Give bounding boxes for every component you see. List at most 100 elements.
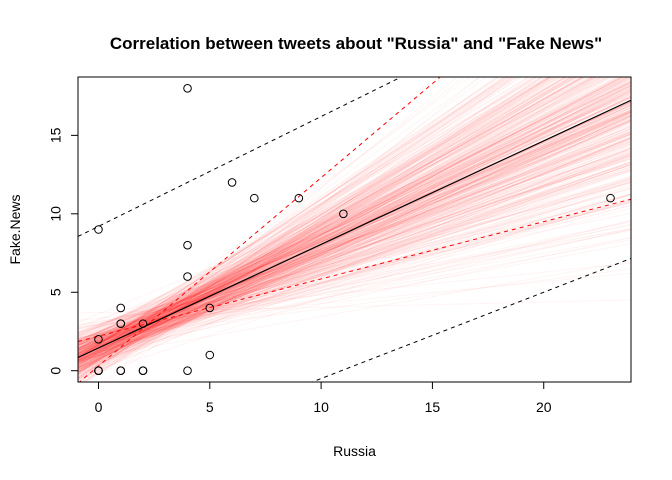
posterior-line — [78, 77, 608, 369]
posterior-line — [78, 299, 631, 314]
posterior-line — [78, 77, 561, 355]
posterior-line — [78, 126, 631, 333]
data-point — [183, 366, 192, 376]
posterior-line — [78, 77, 572, 367]
posterior-line — [78, 88, 631, 368]
posterior-line — [78, 130, 631, 348]
posterior-line — [78, 117, 631, 359]
posterior-line — [78, 97, 631, 350]
posterior-line — [78, 77, 597, 369]
posterior-line — [78, 133, 631, 346]
posterior-line — [78, 77, 594, 373]
fit-line — [78, 99, 631, 359]
posterior-line — [78, 120, 631, 365]
posterior-line — [78, 118, 631, 379]
posterior-line — [78, 77, 624, 360]
posterior-line — [78, 77, 550, 364]
posterior-line — [78, 85, 631, 352]
y-tick-label: 10 — [48, 206, 64, 222]
posterior-line — [78, 77, 595, 338]
posterior-line — [78, 77, 571, 378]
y-tick-label: 5 — [48, 288, 64, 296]
posterior-line — [78, 139, 631, 356]
posterior-line — [78, 88, 631, 342]
posterior-line — [78, 77, 546, 361]
posterior-line — [78, 77, 609, 368]
posterior-line — [78, 185, 631, 359]
posterior-line — [78, 77, 573, 346]
posterior-line — [78, 120, 631, 369]
posterior-line — [78, 128, 631, 368]
posterior-line — [78, 141, 631, 345]
posterior-line — [78, 138, 631, 373]
posterior-line — [78, 147, 631, 379]
posterior-line — [78, 164, 631, 352]
posterior-line — [78, 193, 631, 353]
posterior-line — [78, 111, 631, 358]
posterior-line — [79, 77, 631, 382]
posterior-line — [78, 77, 508, 359]
posterior-line — [78, 114, 631, 370]
posterior-line — [78, 101, 631, 363]
posterior-line — [78, 77, 594, 366]
posterior-line — [78, 154, 631, 345]
posterior-line — [78, 77, 513, 358]
posterior-line — [78, 121, 631, 348]
posterior-line — [78, 104, 631, 368]
posterior-line — [78, 77, 539, 347]
posterior-line — [78, 77, 598, 373]
posterior-line — [78, 131, 631, 366]
posterior-line — [78, 82, 631, 355]
posterior-line — [78, 182, 631, 333]
posterior-line — [78, 141, 631, 337]
posterior-line — [78, 85, 631, 358]
posterior-line — [78, 236, 631, 339]
posterior-line — [78, 77, 513, 366]
posterior-line — [78, 77, 604, 382]
posterior-line — [78, 87, 631, 347]
posterior-line — [78, 77, 596, 360]
chart-title: Correlation between tweets about "Russia… — [110, 34, 602, 53]
posterior-line — [78, 77, 510, 359]
posterior-line — [78, 132, 631, 363]
posterior-line — [80, 77, 599, 382]
posterior-line — [78, 152, 631, 362]
posterior-line — [78, 188, 631, 342]
posterior-line — [78, 101, 631, 376]
posterior-line — [78, 90, 631, 371]
posterior-line — [78, 113, 631, 365]
posterior-line — [78, 77, 585, 360]
posterior-line — [78, 90, 631, 379]
posterior-line — [78, 116, 631, 371]
posterior-line — [78, 144, 631, 357]
posterior-line — [78, 77, 567, 372]
posterior-line — [78, 143, 631, 335]
posterior-line — [78, 77, 625, 362]
posterior-line — [78, 77, 582, 373]
posterior-line — [78, 149, 631, 351]
posterior-line — [78, 77, 558, 357]
posterior-line — [78, 77, 631, 344]
posterior-line — [78, 157, 631, 351]
posterior-line — [78, 77, 507, 372]
posterior-line — [78, 140, 631, 346]
posterior-line — [78, 77, 603, 368]
posterior-line — [78, 95, 631, 323]
posterior-line — [78, 77, 522, 374]
posterior-line — [78, 110, 631, 362]
posterior-line — [78, 77, 558, 373]
posterior-line — [78, 132, 631, 351]
posterior-line — [78, 227, 631, 339]
posterior-line — [78, 77, 567, 374]
posterior-line — [78, 111, 631, 369]
posterior-line — [86, 77, 542, 382]
posterior-line — [78, 77, 575, 375]
posterior-line — [78, 77, 630, 350]
posterior-line — [83, 77, 459, 382]
posterior-line — [78, 200, 631, 346]
posterior-line — [78, 80, 631, 354]
posterior-line — [78, 107, 631, 347]
data-point — [116, 319, 126, 328]
posterior-line — [78, 110, 631, 363]
